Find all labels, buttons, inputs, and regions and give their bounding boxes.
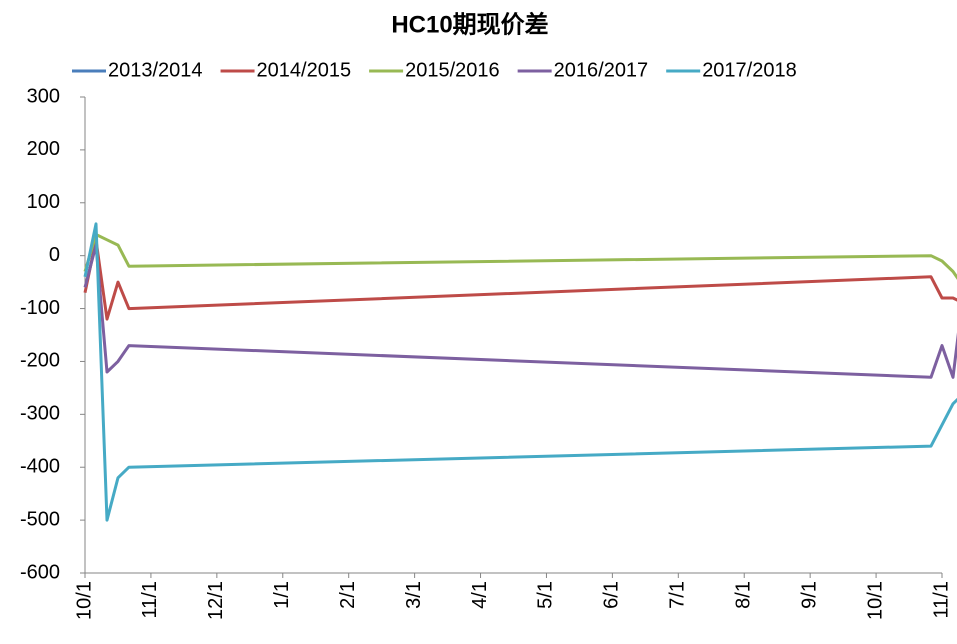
x-tick-label: 11/1 [930,581,952,618]
x-tick-label: 2/1 [337,581,359,609]
y-tick-label: -200 [20,350,60,372]
y-tick-label: -600 [20,561,60,583]
legend-label: 2016/2017 [554,59,649,81]
chart-title: HC10期现价差 [391,10,548,38]
x-tick-label: 8/1 [733,581,755,609]
x-tick-label: 4/1 [469,581,491,609]
x-tick-label: 6/1 [601,581,623,609]
line [83,238,957,321]
x-tick-label: 5/1 [535,581,557,609]
x-tick-label: 10/1 [864,581,886,620]
legend-label: 2014/2015 [257,59,352,81]
y-tick-label: -500 [20,508,60,530]
x-tick-label: 10/1 [73,581,95,620]
legend-label: 2017/2018 [702,59,797,81]
legend-label: 2013/2014 [108,59,203,81]
y-tick-label: 300 [27,85,60,107]
line [83,222,957,522]
y-tick-label: -100 [20,297,60,319]
y-tick-label: 0 [49,244,60,266]
x-tick-label: 9/1 [798,581,820,609]
legend-label: 2015/2016 [405,59,500,81]
x-tick-label: 12/1 [205,581,227,620]
x-tick-label: 1/1 [271,581,293,609]
x-tick-label: 7/1 [667,581,689,609]
x-tick-label: 3/1 [403,581,425,609]
y-tick-label: -400 [20,456,60,478]
y-tick-label: -300 [20,403,60,425]
line [83,243,957,379]
y-tick-label: 200 [27,138,60,160]
y-tick-label: 100 [27,191,60,213]
x-tick-label: 11/1 [139,581,161,618]
line [83,233,957,280]
